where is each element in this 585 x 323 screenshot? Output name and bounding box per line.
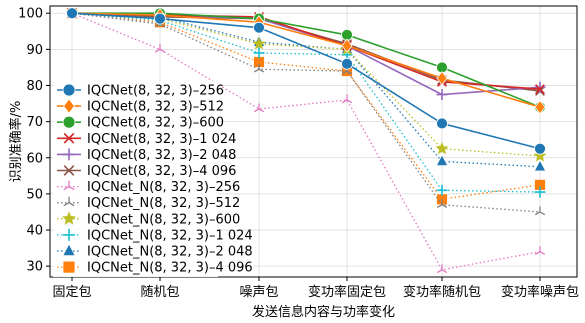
x-axis-label: 发送信息内容与功率变化 bbox=[252, 304, 395, 320]
x-tick-label: 随机包 bbox=[140, 285, 179, 300]
x-tick-label: 变功率固定包 bbox=[308, 284, 386, 300]
y-tick-label: 40 bbox=[26, 224, 43, 239]
legend-entry-11: IQCNet_N(8, 32, 3)–2 048 bbox=[57, 243, 253, 260]
y-tick-label: 50 bbox=[26, 187, 43, 202]
series-line bbox=[72, 12, 541, 108]
data-point bbox=[436, 264, 448, 274]
legend-entry-5: IQCNet(8, 32, 3)–2 048 bbox=[57, 148, 236, 163]
series-line bbox=[71, 12, 541, 150]
data-point bbox=[435, 141, 449, 155]
series-line bbox=[71, 12, 541, 213]
legend-marker bbox=[63, 180, 75, 191]
legend-label: IQCNet_N(8, 32, 3)–1 024 bbox=[87, 228, 253, 243]
legend-entry-3: IQCNet(8, 32, 3)–600 bbox=[57, 116, 224, 131]
legend-entry-7: IQCNet_N(8, 32, 3)–256 bbox=[57, 180, 240, 195]
x-tick-label: 噪声包 bbox=[239, 285, 278, 300]
data-point bbox=[534, 246, 546, 256]
legend-marker bbox=[63, 196, 75, 207]
x-tick-label: 固定包 bbox=[52, 285, 91, 300]
series-1 bbox=[66, 7, 546, 155]
legend-entry-8: IQCNet_N(8, 32, 3)–512 bbox=[57, 196, 240, 211]
y-tick-label: 70 bbox=[26, 115, 43, 130]
data-point bbox=[252, 36, 266, 50]
legend-marker bbox=[62, 243, 76, 256]
legend-label: IQCNet(8, 32, 3)–1 024 bbox=[87, 132, 236, 147]
legend-marker bbox=[62, 83, 76, 97]
y-tick-label: 100 bbox=[18, 7, 43, 22]
data-point bbox=[436, 199, 448, 209]
legend-label: IQCNet_N(8, 32, 3)–4 096 bbox=[87, 261, 253, 276]
data-point bbox=[436, 117, 448, 130]
legend-marker bbox=[62, 115, 76, 129]
legend-marker bbox=[63, 165, 75, 176]
data-point bbox=[436, 70, 448, 86]
legend-marker bbox=[63, 98, 75, 114]
data-point bbox=[341, 57, 353, 70]
y-axis-label: 识别准确率/% bbox=[8, 101, 24, 183]
legend-entry-2: IQCNet(8, 32, 3)–512 bbox=[57, 98, 224, 115]
legend-marker bbox=[63, 148, 75, 161]
legend-marker bbox=[63, 132, 75, 144]
legend-entry-4: IQCNet(8, 32, 3)–1 024 bbox=[57, 132, 236, 147]
legend-label: IQCNet(8, 32, 3)–4 096 bbox=[87, 164, 236, 179]
legend-label: IQCNet_N(8, 32, 3)–2 048 bbox=[87, 245, 253, 260]
data-point bbox=[436, 184, 448, 196]
series-group bbox=[65, 5, 547, 274]
data-point bbox=[253, 63, 265, 73]
y-tick-label: 90 bbox=[26, 43, 43, 58]
legend-entry-1: IQCNet(8, 32, 3)–256 bbox=[57, 84, 224, 99]
legend-entry-10: IQCNet_N(8, 32, 3)–1 024 bbox=[57, 228, 253, 243]
data-point bbox=[535, 84, 545, 95]
legend-label: IQCNet_N(8, 32, 3)–512 bbox=[87, 196, 240, 211]
y-tick-label: 80 bbox=[26, 79, 43, 94]
x-tick-label: 变功率噪声包 bbox=[501, 284, 579, 300]
x-axis-ticks: 固定包 随机包 噪声包 变功率固定包 变功率随机包 变功率噪声包 bbox=[52, 277, 579, 300]
legend-entry-12: IQCNet_N(8, 32, 3)–4 096 bbox=[57, 261, 253, 276]
data-point bbox=[66, 7, 78, 20]
data-point bbox=[534, 142, 546, 155]
series-line bbox=[71, 12, 541, 90]
data-point bbox=[436, 89, 448, 101]
legend-label: IQCNet(8, 32, 3)–512 bbox=[87, 100, 224, 115]
data-point bbox=[253, 103, 265, 113]
x-tick-label: 变功率随机包 bbox=[403, 284, 481, 300]
legend-entry-9: IQCNet_N(8, 32, 3)–600 bbox=[57, 211, 240, 227]
legend-label: IQCNet(8, 32, 3)–2 048 bbox=[87, 148, 236, 163]
legend-label: IQCNet(8, 32, 3)–600 bbox=[87, 116, 224, 131]
data-point bbox=[534, 159, 546, 172]
legend-label: IQCNet_N(8, 32, 3)–256 bbox=[87, 180, 240, 195]
data-point bbox=[341, 38, 353, 54]
data-point bbox=[154, 43, 166, 53]
data-point bbox=[341, 94, 353, 104]
legend-marker bbox=[63, 228, 75, 241]
legend-marker bbox=[62, 260, 76, 274]
data-point bbox=[534, 206, 546, 216]
series-line bbox=[71, 12, 541, 193]
data-point bbox=[253, 21, 265, 34]
legend-label: IQCNet_N(8, 32, 3)–600 bbox=[87, 212, 240, 227]
series-2 bbox=[66, 5, 546, 115]
data-point bbox=[534, 186, 546, 198]
data-point bbox=[534, 99, 546, 115]
series-line bbox=[71, 12, 541, 108]
legend-entry-6: IQCNet(8, 32, 3)–4 096 bbox=[57, 164, 236, 179]
plot-frame bbox=[49, 5, 578, 278]
legend-background bbox=[53, 81, 218, 277]
y-axis-ticks: 30 40 50 60 70 80 90 100 bbox=[18, 7, 50, 275]
data-point bbox=[154, 12, 166, 25]
data-point bbox=[253, 47, 265, 59]
data-point bbox=[436, 154, 448, 166]
data-point bbox=[534, 81, 546, 93]
legend-label: IQCNet(8, 32, 3)–256 bbox=[87, 84, 224, 99]
y-tick-label: 60 bbox=[26, 151, 43, 166]
y-tick-label: 30 bbox=[26, 260, 43, 275]
legend-marker bbox=[61, 211, 77, 225]
data-point bbox=[533, 148, 547, 162]
